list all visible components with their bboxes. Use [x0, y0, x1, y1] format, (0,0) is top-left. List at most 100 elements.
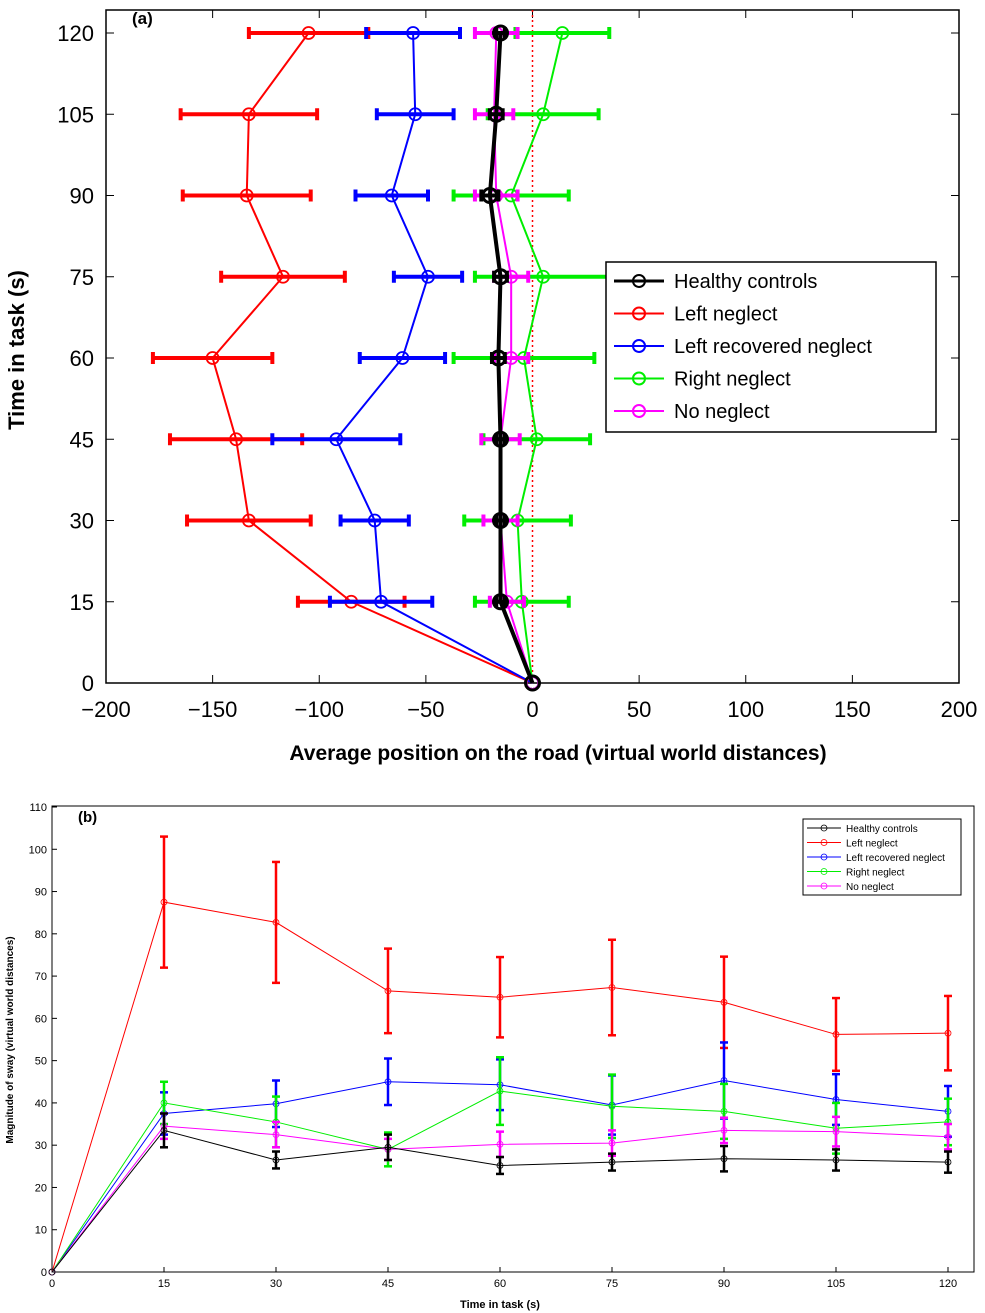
- legend-item-b-healthy-controls: Healthy controls: [807, 824, 918, 835]
- data-point-b: [160, 1126, 168, 1134]
- panel-label-a: (a): [132, 9, 153, 28]
- data-point-a: [536, 269, 551, 284]
- y-tick-label-a: 45: [70, 427, 94, 452]
- data-point-b: [272, 1156, 280, 1164]
- y-tick-label-b: 50: [35, 1056, 47, 1068]
- legend-label-b: No neglect: [846, 882, 894, 893]
- data-point-b: [944, 1133, 952, 1141]
- x-tick-label-b: 75: [606, 1278, 618, 1290]
- y-tick-label-a: 90: [70, 184, 94, 209]
- legend-label-a: Right neglect: [674, 369, 791, 391]
- plot-a: [150, 10, 614, 692]
- legend-marker-b: [820, 839, 828, 846]
- x-tick-label-a: 200: [941, 697, 978, 722]
- y-tick-label-b: 90: [35, 887, 47, 899]
- x-tick-label-a: −50: [407, 697, 444, 722]
- data-point-a: [329, 432, 344, 447]
- data-point-b: [944, 1158, 952, 1166]
- data-point-b: [608, 1139, 616, 1147]
- legend-b: Healthy controls Left neglect Left recover…: [802, 818, 962, 896]
- data-point-b: [832, 1156, 840, 1164]
- legend-item-a-left-neglect: Left neglect: [614, 304, 778, 326]
- data-point-a: [241, 513, 256, 528]
- legend-label-a: Healthy controls: [674, 271, 817, 293]
- x-tick-label-a: 100: [727, 697, 764, 722]
- x-axis-label-b: Time in task (s): [460, 1299, 540, 1311]
- data-point-b: [944, 1029, 952, 1037]
- y-tick-label-b: 70: [35, 971, 47, 983]
- y-tick-label-a: 15: [70, 590, 94, 615]
- data-point-b: [384, 1078, 392, 1086]
- x-tick-label-a: 0: [526, 697, 538, 722]
- plot-b: [48, 835, 952, 1276]
- x-tick-label-a: −200: [81, 697, 131, 722]
- data-point-a: [529, 432, 544, 447]
- data-point-b: [496, 1087, 504, 1095]
- data-point-b: [720, 998, 728, 1006]
- legend-label-b: Healthy controls: [846, 824, 918, 835]
- chart-panel-a: −200 −150 −100 −50 0 50 100 150 200 0 15 30 45 60 75 90…: [4, 9, 977, 765]
- data-point-a: [301, 26, 316, 40]
- y-tick-label-b: 80: [35, 929, 47, 941]
- data-point-a: [395, 351, 410, 365]
- data-point-b: [160, 1099, 168, 1107]
- data-point-b: [496, 993, 504, 1001]
- legend-label-b: Left neglect: [846, 839, 898, 850]
- legend-label-b: Right neglect: [846, 868, 905, 879]
- legend-marker-b: [820, 882, 828, 890]
- data-point-a: [524, 674, 541, 692]
- legend-marker-a: [632, 404, 646, 418]
- legend-label-a: Left neglect: [674, 304, 778, 326]
- data-point-b: [832, 1128, 840, 1136]
- y-tick-label-b: 40: [35, 1098, 47, 1110]
- legend-item-a-right-neglect: Right neglect: [614, 369, 791, 391]
- legend-item-b-left-neglect: Left neglect: [807, 839, 898, 850]
- axes-b: 0 15 30 45 60 75 90 105 120 0 10 20 30 40 50 60 70 80 90 10…: [29, 802, 958, 1290]
- data-point-b: [608, 1102, 616, 1110]
- data-point-b: [384, 1143, 392, 1151]
- series-line-b-right-neglect: [51, 1090, 949, 1273]
- data-point-b: [720, 1107, 728, 1115]
- legend-marker-a: [632, 339, 646, 353]
- axes-a: −200 −150 −100 −50 0 50 100 150 200 0 15 30 45 60 75 90…: [57, 10, 977, 722]
- series-b-left-neglect: [48, 835, 952, 1276]
- series-a-healthy-controls: [479, 24, 541, 692]
- x-tick-label-b: 120: [939, 1278, 957, 1290]
- data-point-b: [160, 898, 168, 906]
- data-point-b: [720, 1126, 728, 1134]
- legend-item-b-no-neglect: No neglect: [807, 882, 894, 893]
- legend-item-a-no-neglect: No neglect: [614, 401, 770, 423]
- y-tick-label-b: 60: [35, 1013, 47, 1025]
- series-line-b-healthy-controls: [51, 1129, 949, 1273]
- legend-marker-a: [632, 371, 646, 386]
- data-point-a: [489, 349, 507, 367]
- data-point-a: [492, 24, 510, 42]
- series-b-healthy-controls: [48, 1112, 952, 1276]
- series-a-left-neglect: [150, 26, 540, 690]
- y-tick-label-a: 30: [70, 509, 94, 534]
- data-point-a: [492, 268, 510, 286]
- data-point-b: [832, 1031, 840, 1038]
- x-tick-label-b: 45: [382, 1278, 394, 1290]
- data-point-a: [276, 269, 290, 284]
- y-tick-label-b: 30: [35, 1140, 47, 1152]
- legend-item-b-left-recovered-neglect: Left recovered neglect: [807, 853, 945, 864]
- y-tick-label-b: 20: [35, 1182, 47, 1194]
- data-point-a: [487, 105, 505, 123]
- x-tick-label-a: −100: [294, 697, 344, 722]
- series-line-a-healthy-controls: [487, 32, 535, 684]
- data-point-a: [374, 594, 388, 609]
- y-tick-label-a: 120: [57, 21, 94, 46]
- y-tick-label-b: 10: [35, 1225, 47, 1237]
- x-tick-label-b: 90: [718, 1278, 730, 1290]
- data-point-a: [555, 26, 570, 40]
- data-point-a: [492, 593, 510, 611]
- legend-label-a: Left recovered neglect: [674, 336, 872, 358]
- data-point-a: [408, 107, 423, 122]
- series-a-left-recovered-neglect: [270, 26, 540, 690]
- chart-panel-b: 0 15 30 45 60 75 90 105 120 0 10 20 30 40 50 60 70 80 90 10…: [5, 802, 975, 1311]
- data-point-a: [406, 26, 420, 40]
- data-point-b: [496, 1140, 504, 1148]
- y-tick-label-b: 0: [41, 1267, 47, 1279]
